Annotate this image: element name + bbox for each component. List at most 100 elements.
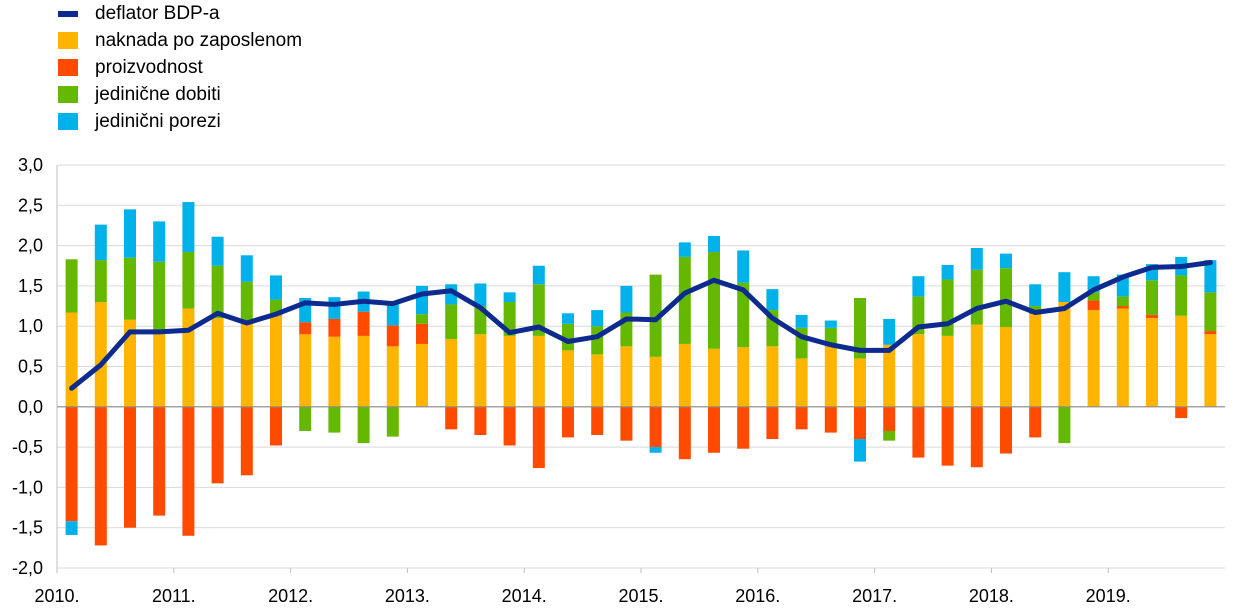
bar-segment: [299, 334, 312, 407]
bar-segment: [1116, 308, 1129, 407]
bar-segment: [1029, 284, 1042, 307]
bar-segment: [299, 322, 312, 335]
deflator-line: [69, 260, 1213, 391]
bar-segment: [503, 302, 516, 336]
bar-segment: [1000, 268, 1012, 328]
bar-segment: [386, 325, 399, 347]
bar-segment: [1175, 406, 1188, 419]
bar-segment: [357, 311, 370, 336]
bar-segment: [474, 283, 487, 307]
bar-segment: [153, 261, 166, 335]
bar-segment: [737, 406, 750, 449]
legend-item-dobiti: jedinične dobiti: [58, 81, 302, 108]
bar-segment: [562, 313, 574, 324]
bar-segment: [1146, 314, 1158, 319]
bar-segment: [386, 301, 399, 326]
bar-segment: [503, 406, 516, 446]
legend-item-deflator: deflator BDP-a: [58, 0, 302, 27]
bar-segment: [503, 292, 516, 303]
bar-segment: [240, 281, 253, 324]
legend-item-proizvodnost: proizvodnost: [58, 54, 302, 81]
bar-segment: [941, 335, 954, 407]
bar-segment: [912, 276, 925, 297]
y-tick-label: 0,0: [18, 397, 43, 417]
bar-segment: [824, 346, 837, 407]
bar-segment: [1204, 292, 1217, 332]
bar-segment: [941, 406, 954, 466]
bar-segment: [1087, 292, 1100, 301]
x-tick-label: 2017.: [852, 586, 897, 606]
bar-segment: [328, 297, 341, 319]
bar-segment: [474, 406, 487, 436]
bar-segment: [591, 326, 604, 355]
x-tick-label: 2018.: [969, 586, 1014, 606]
bar-segment: [1087, 310, 1100, 407]
bar-segment: [678, 256, 691, 344]
bar-segment: [182, 202, 195, 253]
bar-segment: [270, 275, 282, 300]
bar-segment: [883, 318, 896, 345]
bar-segment: [883, 344, 896, 407]
bar-segment: [1204, 260, 1217, 293]
bar-segment: [328, 406, 341, 433]
bar-segment: [416, 343, 428, 407]
bar-segment: [708, 235, 720, 253]
bar-segment: [124, 319, 136, 407]
bar-segment: [795, 406, 808, 430]
bar-segment: [1058, 302, 1071, 407]
bar-segment: [1029, 406, 1042, 438]
y-tick-label: 2,5: [18, 195, 43, 215]
bar-segment: [795, 358, 808, 407]
bar-segment: [445, 304, 458, 340]
bar-segment: [386, 406, 399, 437]
bar-segment: [124, 406, 136, 528]
bar-segment: [153, 334, 166, 407]
bar-segment: [124, 257, 136, 320]
bar-segment: [678, 343, 691, 407]
bar-segment: [854, 406, 866, 440]
bar-segment: [1204, 331, 1217, 335]
bar-segment: [708, 406, 720, 453]
bar-segment: [328, 318, 341, 337]
bar-segment: [591, 310, 604, 327]
bar-segment: [416, 314, 428, 324]
bar-segment: [211, 265, 224, 319]
y-tick-label: 3,0: [18, 155, 43, 175]
bar-segment: [912, 334, 925, 407]
bar-segment: [474, 334, 487, 407]
bar-segment: [532, 284, 545, 336]
bar-segment: [94, 302, 107, 407]
bar-segment: [386, 346, 399, 407]
bar-segment: [620, 346, 633, 407]
bar-segment: [1029, 314, 1042, 407]
bar-segment: [1116, 296, 1129, 307]
legend-swatch-proizvodnost: [58, 59, 78, 76]
bar-segment: [357, 406, 370, 444]
bar-segment: [94, 260, 107, 303]
bar-segment: [211, 318, 224, 407]
y-tick-label: 0,5: [18, 357, 43, 377]
x-tick-label: 2013.: [385, 586, 430, 606]
legend-label-deflator: deflator BDP-a: [95, 2, 220, 24]
bar-segment: [182, 252, 195, 309]
bar-segment: [591, 354, 604, 407]
bar-segment: [328, 336, 341, 407]
bar-segment: [299, 406, 312, 431]
bar-segment: [65, 406, 78, 522]
bar-segment: [94, 406, 107, 546]
bar-segment: [562, 323, 574, 351]
bar-segment: [211, 406, 224, 484]
y-tick-label: 1,5: [18, 276, 43, 296]
bar-segment: [795, 314, 808, 328]
legend-swatch-naknada: [58, 32, 78, 49]
x-tick-label: 2011.: [152, 586, 196, 606]
legend-label-porezi: jedinični porezi: [95, 110, 221, 132]
bar-segment: [708, 252, 720, 349]
bar-segment: [532, 406, 545, 469]
legend-swatch-dobiti: [58, 86, 78, 103]
bar-segment: [766, 346, 779, 407]
bar-segment: [854, 297, 866, 359]
x-tick-label: 2010.: [34, 586, 79, 606]
x-tick-label: 2016.: [735, 586, 780, 606]
